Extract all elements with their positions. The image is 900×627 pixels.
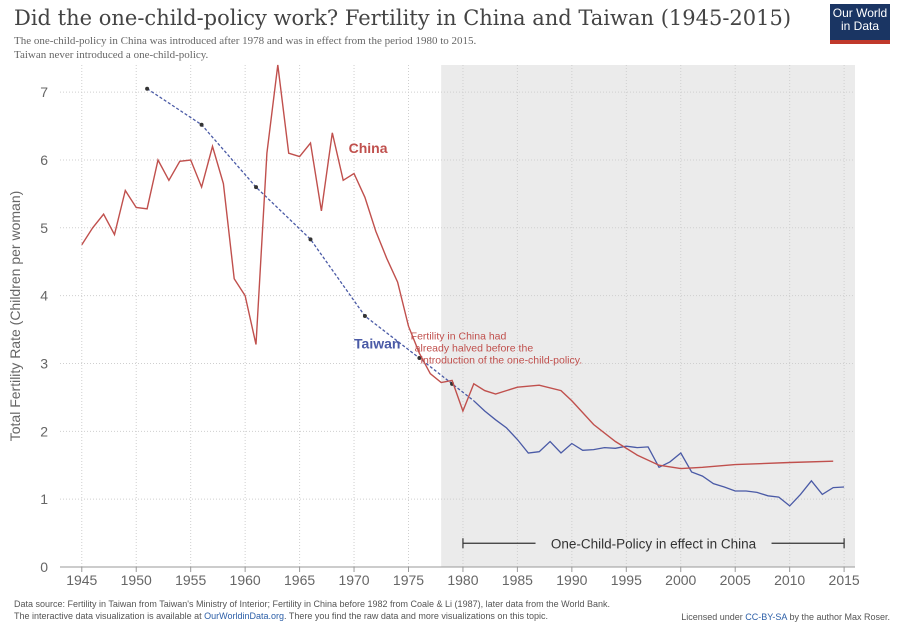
footer-viz-text: The interactive data visualization is av… bbox=[14, 610, 894, 622]
series-label-taiwan: Taiwan bbox=[354, 336, 400, 352]
annotation-halved: Fertility in China had already halved bef… bbox=[411, 331, 582, 367]
owid-link[interactable]: OurWorldinData.org bbox=[204, 611, 284, 621]
policy-shaded-region bbox=[441, 65, 855, 567]
subtitle-line-1: The one-child-policy in China was introd… bbox=[14, 35, 477, 47]
chart-subtitle: The one-child-policy in China was introd… bbox=[14, 34, 714, 62]
series-label-china: China bbox=[349, 140, 388, 156]
x-tick-label: 1960 bbox=[230, 572, 261, 588]
license-suffix: by the author Max Roser. bbox=[786, 612, 890, 622]
x-tick-label: 1980 bbox=[447, 572, 478, 588]
x-tick-label: 1995 bbox=[611, 572, 642, 588]
footer-source: Data source: Fertility in Taiwan from Ta… bbox=[14, 598, 894, 622]
chart-title: Did the one-child-policy work? Fertility… bbox=[14, 6, 792, 30]
y-tick-label: 5 bbox=[40, 220, 48, 236]
footer-viz-prefix: The interactive data visualization is av… bbox=[14, 611, 205, 621]
taiwan-point bbox=[199, 122, 204, 127]
x-tick-label: 2005 bbox=[720, 572, 751, 588]
y-tick-label: 2 bbox=[40, 423, 48, 439]
y-tick-label: 6 bbox=[40, 152, 48, 168]
x-tick-label: 1970 bbox=[338, 572, 369, 588]
x-tick-label: 1945 bbox=[66, 572, 97, 588]
footer-source-text: Data source: Fertility in Taiwan from Ta… bbox=[14, 599, 610, 609]
taiwan-point bbox=[362, 314, 367, 318]
x-tick-label: 1955 bbox=[175, 572, 206, 588]
taiwan-point bbox=[254, 185, 259, 190]
x-tick-label: 2010 bbox=[774, 572, 805, 588]
x-tick-label: 2000 bbox=[665, 572, 696, 588]
x-tick-label: 1985 bbox=[502, 572, 533, 588]
y-tick-label: 4 bbox=[40, 288, 48, 304]
y-axis-label: Total Fertility Rate (Children per woman… bbox=[7, 191, 23, 442]
x-tick-label: 1965 bbox=[284, 572, 315, 588]
x-tick-label: 1950 bbox=[121, 572, 152, 588]
license-prefix: Licensed under bbox=[681, 612, 746, 622]
subtitle-line-2: Taiwan never introduced a one-child-poli… bbox=[14, 49, 209, 61]
license-link[interactable]: CC-BY-SA bbox=[745, 612, 787, 622]
x-tick-label: 1990 bbox=[556, 572, 587, 588]
y-tick-label: 1 bbox=[40, 491, 48, 507]
taiwan-series-dashed bbox=[146, 88, 475, 402]
x-tick-label: 2015 bbox=[829, 572, 860, 588]
annotation-line: introduction of the one-child-policy. bbox=[421, 355, 582, 367]
y-tick-label: 7 bbox=[40, 84, 48, 100]
china-series-line bbox=[81, 64, 834, 470]
y-tick-label: 3 bbox=[40, 355, 48, 371]
logo-line-1: Our World bbox=[832, 6, 888, 20]
footer-license: Licensed under CC-BY-SA by the author Ma… bbox=[681, 612, 890, 622]
footer-viz-suffix: . There you find the raw data and more v… bbox=[283, 611, 548, 621]
annotation-line: Fertility in China had bbox=[411, 331, 507, 343]
taiwan-point bbox=[145, 86, 150, 91]
taiwan-point bbox=[417, 356, 422, 361]
y-tick-label: 0 bbox=[40, 559, 48, 575]
taiwan-point bbox=[308, 237, 313, 242]
x-tick-label: 1975 bbox=[393, 572, 424, 588]
policy-span-label: One-Child-Policy in effect in China bbox=[551, 536, 757, 551]
annotation-line: already halved before the bbox=[415, 343, 534, 355]
logo-line-2: in Data bbox=[840, 19, 880, 33]
owid-logo[interactable]: Our World in Data bbox=[830, 4, 890, 44]
taiwan-series-line bbox=[473, 400, 845, 507]
